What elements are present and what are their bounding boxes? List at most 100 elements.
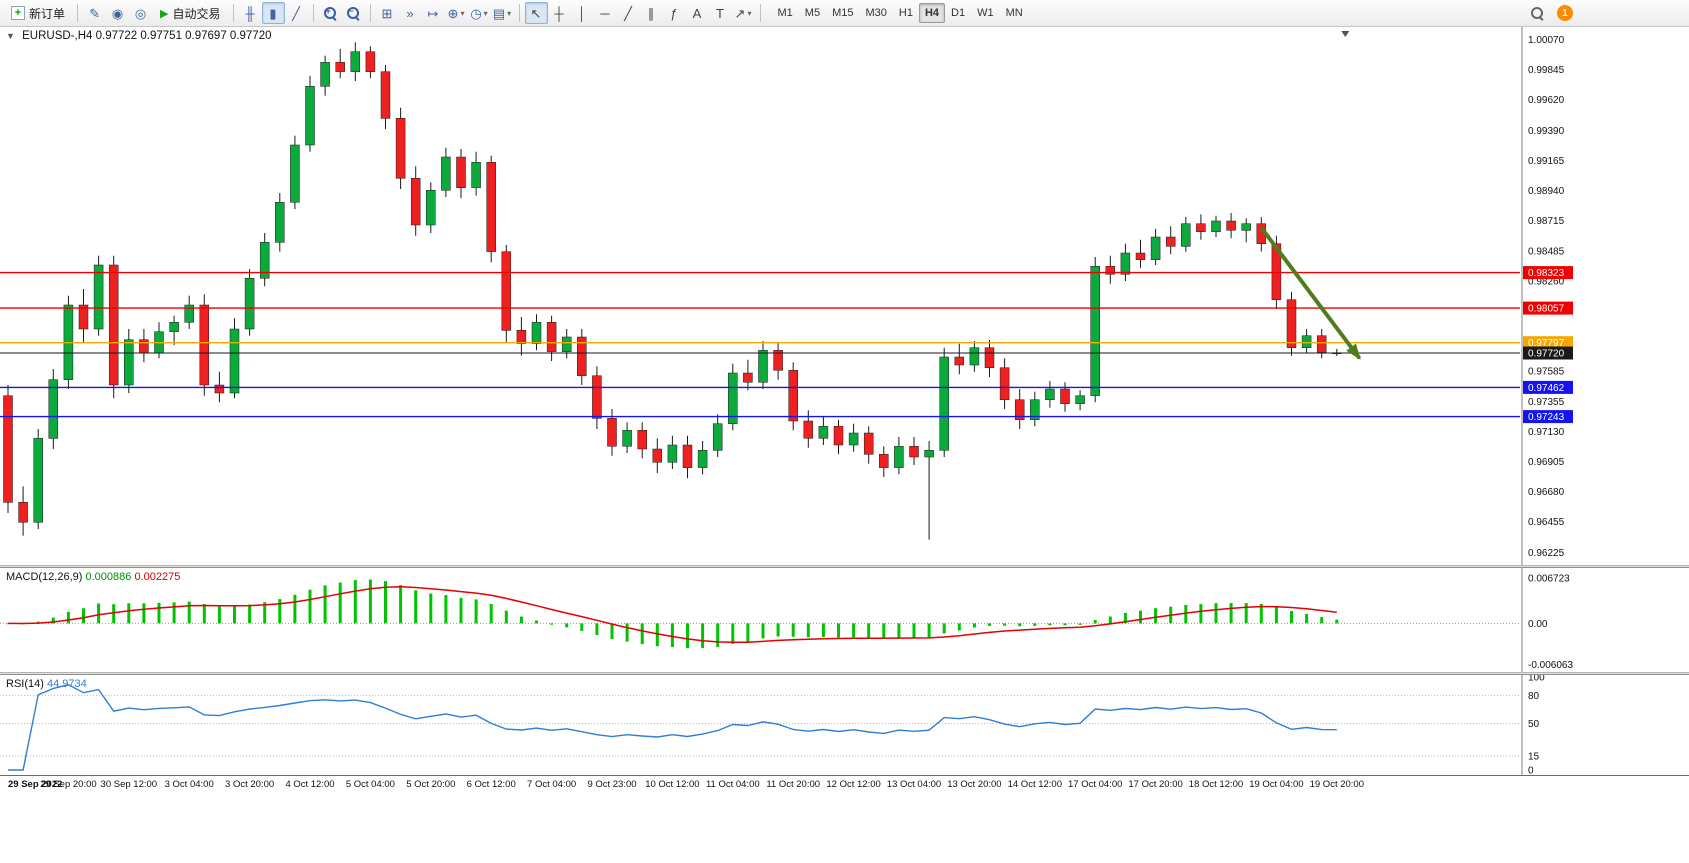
one-click-trading-icon[interactable]: ▼ bbox=[6, 31, 15, 41]
price-scale-label[interactable]: 0.96680 bbox=[1528, 487, 1565, 498]
auto-trading-label: 自动交易 bbox=[172, 6, 221, 21]
price-scale-label[interactable]: 0.96455 bbox=[1528, 517, 1565, 528]
price-scale-label[interactable]: 0.98485 bbox=[1528, 247, 1565, 258]
indicators-icon[interactable]: ⊕ ▾ bbox=[445, 2, 468, 24]
community-icon[interactable]: ◉ bbox=[106, 2, 129, 24]
timeframe-button-d1[interactable]: D1 bbox=[945, 3, 971, 23]
search-icon[interactable] bbox=[1530, 6, 1545, 21]
auto-scroll-icon: » bbox=[406, 5, 414, 21]
notification-badge[interactable]: 1 bbox=[1557, 5, 1573, 21]
bull-candle bbox=[622, 430, 632, 447]
time-axis[interactable]: 29 Sep 2022 29 Sep 20:00 30 Sep 12:00 3 Oct… bbox=[0, 775, 1689, 793]
text-label-icon[interactable]: T bbox=[709, 2, 732, 24]
timeframe-button-m1[interactable]: M1 bbox=[772, 3, 799, 23]
price-scale-label[interactable]: 0.99620 bbox=[1528, 95, 1565, 106]
price-scale-label[interactable]: 1.00070 bbox=[1528, 35, 1565, 46]
bear-candle bbox=[1286, 299, 1297, 348]
metaeditor-icon[interactable]: ✎ bbox=[83, 2, 106, 24]
price-scale-label[interactable]: 0.97130 bbox=[1528, 427, 1565, 438]
chart-symbol-period: EURUSD-,H4 bbox=[22, 30, 93, 42]
auto-trading-button[interactable]: ▶ 自动交易 bbox=[153, 2, 227, 24]
price-scale-label[interactable]: 0.96225 bbox=[1528, 548, 1565, 559]
bar-chart-icon[interactable]: ╫ bbox=[239, 2, 262, 24]
time-label: 6 Oct 12:00 bbox=[466, 779, 516, 790]
macd-histogram-bar bbox=[972, 623, 976, 628]
macd-histogram-bar bbox=[444, 595, 448, 624]
rsi-chart[interactable]: 100 80 50 15 0 bbox=[0, 675, 1689, 775]
bear-candle bbox=[546, 322, 557, 352]
text-label-icon: T bbox=[716, 5, 724, 21]
bull-candle bbox=[350, 51, 361, 72]
auto-scroll-icon[interactable]: » bbox=[399, 2, 422, 24]
indicators-icon: ⊕ bbox=[447, 5, 459, 21]
macd-histogram-bar bbox=[897, 623, 901, 638]
zoom-in-icon[interactable]: + bbox=[319, 2, 342, 24]
bull-candle bbox=[818, 426, 829, 439]
bear-candle bbox=[78, 304, 89, 330]
price-scale-label[interactable]: 0.99165 bbox=[1528, 156, 1565, 167]
chart-shift-icon[interactable]: ↦ bbox=[422, 2, 445, 24]
trend-arrow[interactable] bbox=[1259, 226, 1362, 360]
price-scale-label[interactable]: 0.96905 bbox=[1528, 457, 1565, 468]
fibonacci-icon[interactable]: ƒ bbox=[663, 2, 686, 24]
price-scale-label[interactable]: 0.98715 bbox=[1528, 216, 1565, 227]
price-scale-label[interactable]: 0.97355 bbox=[1528, 397, 1565, 408]
arrows-icon[interactable]: ↗ ▾ bbox=[732, 2, 755, 24]
price-panel: ▼ EURUSD-,H4 0.97722 0.97751 0.97697 0.9… bbox=[0, 27, 1689, 565]
macd-histogram-bar bbox=[293, 594, 297, 624]
zoom-out-icon[interactable]: − bbox=[342, 2, 365, 24]
periods-icon[interactable]: ◷ ▾ bbox=[468, 2, 491, 24]
bull-candle bbox=[939, 356, 949, 451]
panel-splitter[interactable] bbox=[0, 565, 1689, 568]
rsi-value: 44.9734 bbox=[46, 678, 87, 690]
cursor-icon[interactable]: ↖ bbox=[524, 2, 548, 24]
bear-candle bbox=[365, 51, 376, 72]
price-level-badge-text: 0.97243 bbox=[1528, 412, 1565, 423]
price-scale-label[interactable]: 0.98940 bbox=[1528, 186, 1565, 197]
bull-candle bbox=[441, 156, 451, 191]
macd-histogram-bar bbox=[1154, 608, 1158, 624]
timeframe-button-h1[interactable]: H1 bbox=[893, 3, 919, 23]
macd-chart[interactable]: 0.006723 0.00 -0.006063 bbox=[0, 568, 1689, 672]
macd-header: MACD(12,26,9) 0.000886 0.002275 bbox=[6, 571, 180, 583]
timeframe-button-m5[interactable]: M5 bbox=[799, 3, 826, 23]
timeframe-button-h4[interactable]: H4 bbox=[918, 3, 945, 23]
chevron-down-icon: ▾ bbox=[747, 8, 752, 18]
crosshair-icon[interactable]: ┼ bbox=[548, 2, 571, 24]
time-label: 29 Sep 2022 bbox=[8, 779, 63, 790]
price-scale-label[interactable]: 0.99845 bbox=[1528, 65, 1565, 76]
trendline-icon: ╱ bbox=[624, 5, 632, 21]
timeframe-button-mn[interactable]: MN bbox=[1000, 3, 1029, 23]
line-chart-icon[interactable]: ╱ bbox=[285, 2, 308, 24]
macd-histogram-bar bbox=[1033, 623, 1037, 626]
main-toolbar: + 新订单 ✎ ◉ ◎ ▶ 自动交易 ╫ ▮ ╱ + − ⊞» ↦ ⊕ ▾ ◷ ▾ ▤ ▾ ↖ ┼ │ ─ ╱ ∥… bbox=[0, 0, 1689, 27]
macd-histogram-bar bbox=[1274, 606, 1278, 624]
text-icon[interactable]: A bbox=[686, 2, 709, 24]
templates-icon[interactable]: ▤ ▾ bbox=[491, 2, 514, 24]
timeframe-button-m30[interactable]: M30 bbox=[859, 3, 892, 23]
price-chart[interactable]: 1.00070 0.99845 0.99620 0.99390 0.99165 0.989… bbox=[0, 27, 1689, 565]
macd-histogram-bar bbox=[474, 599, 478, 624]
horizontal-line-icon[interactable]: ─ bbox=[594, 2, 617, 24]
panel-splitter[interactable] bbox=[0, 672, 1689, 675]
timeframe-button-w1[interactable]: W1 bbox=[971, 3, 1000, 23]
support-icon[interactable]: ◎ bbox=[129, 2, 152, 24]
bear-candle bbox=[1165, 236, 1176, 247]
price-scale-label[interactable]: 0.98260 bbox=[1528, 277, 1565, 288]
timeframe-button-m15[interactable]: M15 bbox=[826, 3, 859, 23]
horizontal-line-icon: ─ bbox=[600, 5, 610, 21]
macd-histogram-bar bbox=[837, 623, 840, 638]
price-level-badge-text: 0.97797 bbox=[1528, 338, 1565, 349]
macd-histogram-bar bbox=[399, 585, 403, 624]
new-order-button[interactable]: + 新订单 bbox=[4, 2, 72, 24]
vertical-line-icon[interactable]: │ bbox=[571, 2, 594, 24]
chart-shift-marker[interactable] bbox=[1341, 31, 1350, 37]
equidistant-channel-icon[interactable]: ∥ bbox=[640, 2, 663, 24]
price-scale-label[interactable]: 0.99390 bbox=[1528, 126, 1565, 137]
price-scale-label[interactable]: 0.97585 bbox=[1528, 367, 1565, 378]
tile-windows-icon[interactable]: ⊞ bbox=[376, 2, 399, 24]
chart-ohlc: 0.97722 0.97751 0.97697 0.97720 bbox=[95, 30, 272, 42]
candlestick-chart-icon[interactable]: ▮ bbox=[261, 2, 285, 24]
trendline-icon[interactable]: ╱ bbox=[617, 2, 640, 24]
bull-candle bbox=[1090, 266, 1100, 396]
